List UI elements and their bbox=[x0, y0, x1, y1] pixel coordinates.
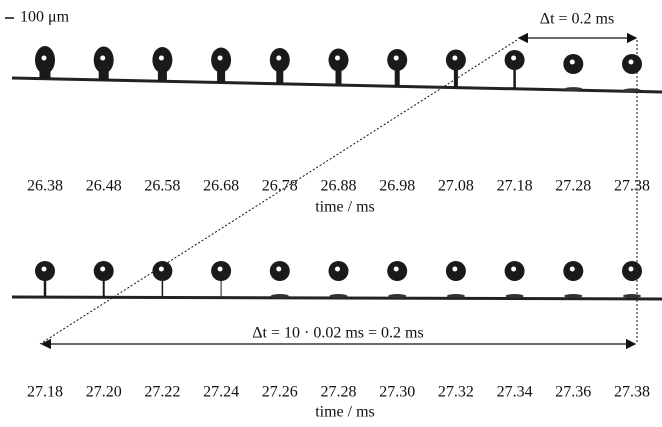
scale-label: 100 μm bbox=[20, 9, 70, 26]
droplet-highlight bbox=[628, 266, 634, 272]
droplet-highlight bbox=[452, 55, 458, 61]
droplet-highlight bbox=[217, 266, 223, 272]
time-label: 27.24 bbox=[203, 384, 239, 401]
droplet-highlight bbox=[511, 55, 517, 61]
droplet-highlight bbox=[100, 55, 106, 61]
droplet-neck bbox=[335, 60, 342, 86]
time-label: 27.20 bbox=[86, 384, 122, 401]
droplet-highlight bbox=[158, 266, 164, 272]
time-label: 27.26 bbox=[262, 384, 298, 401]
residue bbox=[623, 88, 641, 93]
droplet-highlight bbox=[393, 266, 399, 272]
droplet-neck bbox=[220, 271, 222, 297]
residue bbox=[623, 294, 641, 298]
time-label: 26.78 bbox=[262, 178, 298, 195]
time-label: 27.28 bbox=[555, 178, 591, 195]
time-label: 27.30 bbox=[379, 384, 415, 401]
residue bbox=[388, 294, 407, 298]
residue bbox=[270, 294, 289, 298]
top-interval: Δt = 0.2 ms bbox=[540, 11, 614, 28]
droplet-highlight bbox=[393, 55, 399, 61]
droplet-neck bbox=[43, 271, 47, 297]
droplet-neck bbox=[102, 271, 105, 297]
droplet-neck bbox=[513, 60, 516, 89]
droplet-highlight bbox=[276, 55, 282, 61]
time-label: 26.38 bbox=[27, 178, 63, 195]
droplet-highlight bbox=[569, 59, 575, 65]
droplet-highlight bbox=[41, 266, 47, 272]
droplet-highlight bbox=[41, 55, 47, 61]
droplet-highlight bbox=[628, 59, 634, 65]
axis-label: time / ms bbox=[315, 404, 375, 421]
time-label: 27.34 bbox=[497, 384, 533, 401]
droplet-highlight bbox=[276, 266, 282, 272]
residue bbox=[505, 294, 524, 298]
droplet-highlight bbox=[452, 266, 458, 272]
time-label: 26.68 bbox=[203, 178, 239, 195]
time-label: 27.18 bbox=[497, 178, 533, 195]
time-label: 27.38 bbox=[614, 178, 650, 195]
time-label: 26.98 bbox=[379, 178, 415, 195]
time-label: 27.32 bbox=[438, 384, 474, 401]
droplet-highlight bbox=[511, 266, 517, 272]
residue bbox=[329, 294, 348, 298]
residue bbox=[564, 87, 583, 92]
bottom-interval: Δt = 10 · 0.02 ms = 0.2 ms bbox=[252, 325, 423, 342]
substrate bbox=[11, 295, 662, 301]
time-label: 27.36 bbox=[555, 384, 591, 401]
time-label: 27.08 bbox=[438, 178, 474, 195]
residue bbox=[564, 294, 583, 298]
droplet-highlight bbox=[569, 266, 575, 272]
time-label: 26.88 bbox=[321, 178, 357, 195]
droplet-neck bbox=[161, 271, 164, 297]
droplet-neck bbox=[394, 60, 400, 87]
time-label: 26.48 bbox=[86, 178, 122, 195]
droplet-highlight bbox=[100, 266, 106, 272]
droplet-highlight bbox=[335, 55, 340, 61]
droplet-neck bbox=[453, 60, 458, 88]
droplet-highlight bbox=[217, 55, 223, 61]
axis-label: time / ms bbox=[315, 199, 375, 216]
droplet-highlight bbox=[335, 266, 340, 272]
time-label: 27.18 bbox=[27, 384, 63, 401]
time-label: 26.58 bbox=[144, 178, 180, 195]
time-label: 27.28 bbox=[321, 384, 357, 401]
residue bbox=[446, 294, 465, 298]
droplet-highlight bbox=[158, 55, 164, 61]
time-label: 27.22 bbox=[144, 384, 180, 401]
time-label: 27.38 bbox=[614, 384, 650, 401]
